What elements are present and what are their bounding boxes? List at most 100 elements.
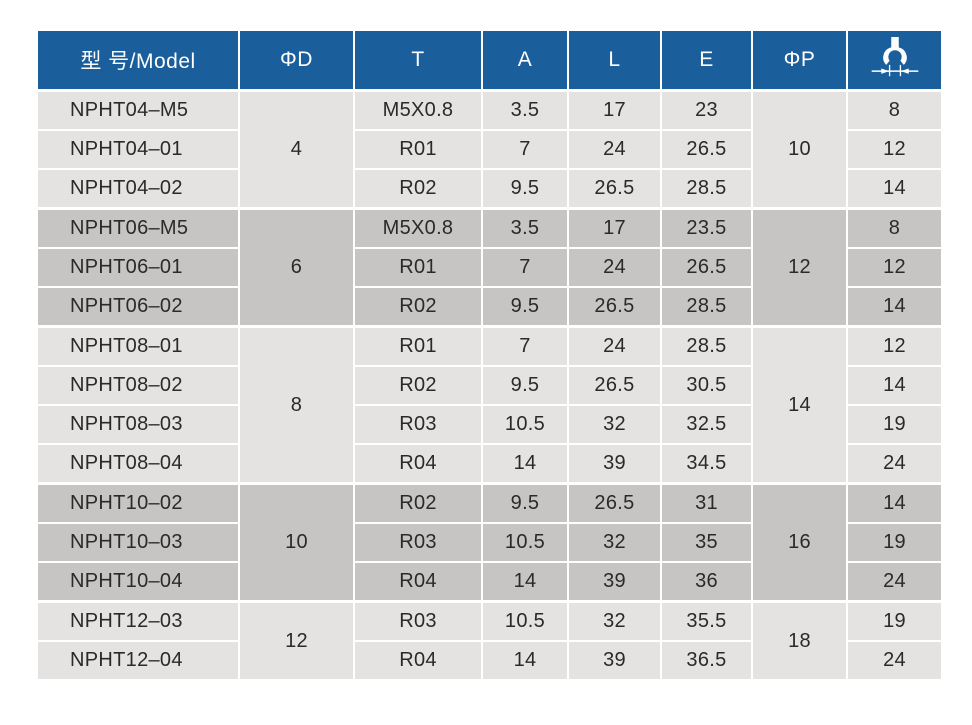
cell-a: 7 <box>481 325 569 367</box>
table-row: NPHT08–01 8 R01 7 24 28.5 14 12 <box>36 325 943 485</box>
cell-e: 30.5 <box>660 365 753 406</box>
cell-wrench-size: 14 <box>846 365 943 406</box>
cell-a: 10.5 <box>481 404 569 445</box>
cell-wrench-size: 24 <box>846 443 943 485</box>
cell-model: NPHT06–02 <box>36 286 240 328</box>
cell-a: 14 <box>481 561 569 603</box>
cell-thread-t: R02 <box>353 365 483 406</box>
cell-l: 39 <box>567 561 662 603</box>
cell-model: NPHT06–01 <box>36 247 240 288</box>
cell-thread-t: R01 <box>353 247 483 288</box>
cell-e: 26.5 <box>660 247 753 288</box>
table-row: NPHT12–04 R04 14 39 36.5 24 <box>36 640 943 681</box>
cell-diameter-p: 10 <box>751 89 848 210</box>
header-e: E <box>660 29 753 92</box>
cell-l: 17 <box>567 89 662 131</box>
cell-diameter-d: 8 <box>238 325 355 485</box>
table-row: NPHT06–01 R01 7 24 26.5 12 <box>36 247 943 288</box>
cell-l: 24 <box>567 129 662 170</box>
cell-a: 14 <box>481 443 569 485</box>
table-row: NPHT06–M5 6 M5X0.8 3.5 17 23.5 12 8 <box>36 207 943 328</box>
cell-l: 24 <box>567 325 662 367</box>
cell-diameter-d: 4 <box>238 89 355 210</box>
cell-thread-t: R02 <box>353 286 483 328</box>
cell-thread-t: R03 <box>353 522 483 563</box>
cell-l: 24 <box>567 247 662 288</box>
cell-l: 17 <box>567 207 662 249</box>
cell-diameter-p: 14 <box>751 325 848 485</box>
header-thread-t: T <box>353 29 483 92</box>
cell-model: NPHT08–04 <box>36 443 240 485</box>
cell-model: NPHT04–01 <box>36 129 240 170</box>
table-row: NPHT10–04 R04 14 39 36 24 <box>36 561 943 603</box>
cell-thread-t: R03 <box>353 404 483 445</box>
cell-wrench-size: 24 <box>846 561 943 603</box>
cell-model: NPHT10–03 <box>36 522 240 563</box>
cell-wrench-size: 12 <box>846 325 943 367</box>
cell-model: NPHT10–04 <box>36 561 240 603</box>
cell-model: NPHT12–03 <box>36 600 240 642</box>
cell-l: 39 <box>567 640 662 681</box>
cell-wrench-size: 12 <box>846 247 943 288</box>
cell-thread-t: R04 <box>353 640 483 681</box>
cell-diameter-d: 6 <box>238 207 355 328</box>
cell-diameter-d: 10 <box>238 482 355 603</box>
cell-l: 39 <box>567 443 662 485</box>
cell-wrench-size: 14 <box>846 286 943 328</box>
spec-table-body: NPHT04–M5 4 M5X0.8 3.5 17 23 10 8 NPHT04–01 R01 7 2… <box>36 89 943 681</box>
cell-wrench-size: 19 <box>846 404 943 445</box>
cell-e: 32.5 <box>660 404 753 445</box>
cell-e: 28.5 <box>660 286 753 328</box>
cell-thread-t: R02 <box>353 482 483 524</box>
header-wrench-size <box>846 29 943 92</box>
cell-model: NPHT12–04 <box>36 640 240 681</box>
cell-model: NPHT04–M5 <box>36 89 240 131</box>
cell-a: 9.5 <box>481 365 569 406</box>
cell-wrench-size: 8 <box>846 207 943 249</box>
cell-wrench-size: 14 <box>846 482 943 524</box>
table-row: NPHT12–03 12 R03 10.5 32 35.5 18 19 <box>36 600 943 681</box>
header-row: 型 号/Model ΦD T A L E ΦP <box>36 29 943 92</box>
cell-thread-t: R04 <box>353 443 483 485</box>
cell-l: 32 <box>567 600 662 642</box>
cell-l: 26.5 <box>567 365 662 406</box>
cell-a: 9.5 <box>481 286 569 328</box>
cell-e: 28.5 <box>660 168 753 210</box>
cell-model: NPHT06–M5 <box>36 207 240 249</box>
cell-model: NPHT08–03 <box>36 404 240 445</box>
table-row: NPHT10–02 10 R02 9.5 26.5 31 16 14 <box>36 482 943 603</box>
cell-diameter-p: 18 <box>751 600 848 681</box>
spec-table-container: 型 号/Model ΦD T A L E ΦP <box>36 29 943 681</box>
cell-l: 26.5 <box>567 286 662 328</box>
cell-a: 3.5 <box>481 89 569 131</box>
cell-l: 32 <box>567 522 662 563</box>
wrench-size-icon <box>870 34 920 80</box>
cell-diameter-p: 16 <box>751 482 848 603</box>
cell-diameter-d: 12 <box>238 600 355 681</box>
cell-thread-t: R04 <box>353 561 483 603</box>
cell-a: 10.5 <box>481 600 569 642</box>
table-row: NPHT06–02 R02 9.5 26.5 28.5 14 <box>36 286 943 328</box>
cell-thread-t: M5X0.8 <box>353 207 483 249</box>
spec-table-header: 型 号/Model ΦD T A L E ΦP <box>36 29 943 92</box>
cell-a: 3.5 <box>481 207 569 249</box>
cell-a: 14 <box>481 640 569 681</box>
cell-wrench-size: 24 <box>846 640 943 681</box>
table-row: NPHT08–04 R04 14 39 34.5 24 <box>36 443 943 485</box>
cell-diameter-p: 12 <box>751 207 848 328</box>
cell-l: 26.5 <box>567 168 662 210</box>
cell-e: 34.5 <box>660 443 753 485</box>
spec-table: 型 号/Model ΦD T A L E ΦP <box>36 29 943 681</box>
cell-thread-t: M5X0.8 <box>353 89 483 131</box>
cell-e: 28.5 <box>660 325 753 367</box>
cell-wrench-size: 19 <box>846 522 943 563</box>
cell-a: 7 <box>481 247 569 288</box>
header-diameter-d: ΦD <box>238 29 355 92</box>
table-row: NPHT04–M5 4 M5X0.8 3.5 17 23 10 8 <box>36 89 943 210</box>
header-model: 型 号/Model <box>36 29 240 92</box>
cell-thread-t: R01 <box>353 129 483 170</box>
header-l: L <box>567 29 662 92</box>
cell-thread-t: R03 <box>353 600 483 642</box>
cell-e: 31 <box>660 482 753 524</box>
